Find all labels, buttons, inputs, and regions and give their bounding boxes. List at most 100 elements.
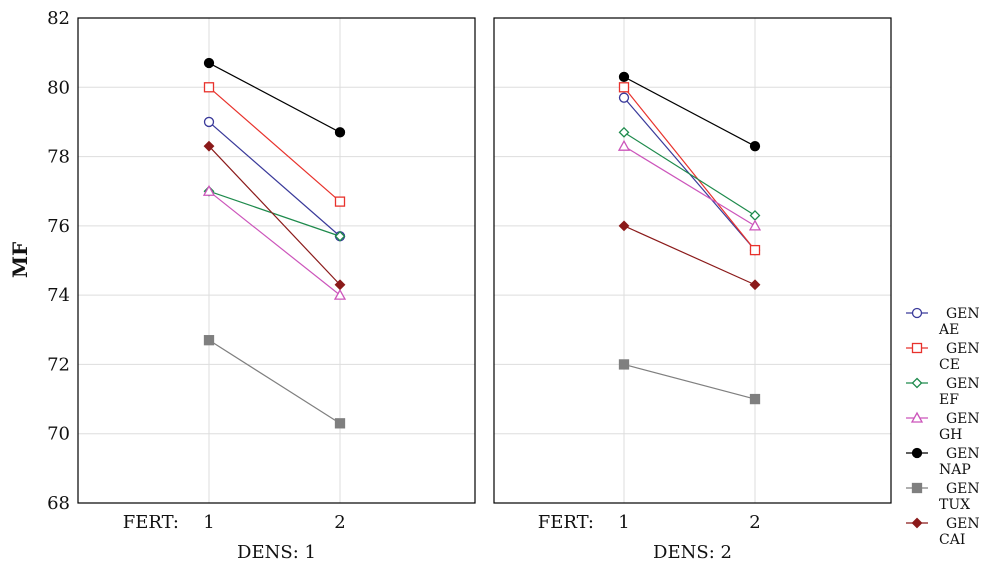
y-tick-label: 76 [47, 216, 70, 237]
series-nap [618, 71, 761, 152]
data-point [203, 335, 215, 346]
series-cai [203, 140, 346, 291]
data-point [749, 141, 761, 152]
y-tick-label: 78 [47, 147, 70, 168]
series-ce [618, 82, 761, 256]
legend-marker [910, 411, 924, 423]
legend-marker [911, 307, 923, 319]
panel-dens-1: 1 2 FERT: DENS: 1 [77, 17, 476, 563]
legend-label-line2: AE [938, 322, 959, 338]
series-line [623, 86, 756, 251]
x-tick-label: 2 [334, 512, 345, 533]
data-point [334, 418, 346, 429]
y-tick-label: 74 [47, 285, 70, 306]
x-tick-label: 1 [203, 512, 214, 533]
x-axis-name: FERT: [123, 512, 179, 533]
chart-panels: 1 2 FERT: DENS: 1 1 2 FERT: DENS: 2 68 70 72 74 76 78… [47, 8, 892, 563]
legend-marker [911, 517, 923, 529]
panel-frame [493, 17, 892, 504]
legend-label-line1: GEN [946, 516, 980, 532]
data-point [749, 210, 761, 221]
legend-marker [911, 342, 923, 354]
legend-label-line2: NAP [939, 462, 971, 478]
series-ef [203, 185, 346, 242]
y-tick-label: 70 [47, 424, 70, 445]
data-point [749, 279, 761, 291]
data-point [618, 82, 630, 93]
legend-label-line1: GEN [946, 376, 980, 392]
y-axis-label: MF [8, 242, 32, 278]
data-point [334, 196, 346, 207]
legend-label-line1: GEN [946, 446, 980, 462]
x-tick-label: 2 [749, 512, 760, 533]
panel-label: DENS: 1 [237, 542, 316, 563]
y-tick-label: 68 [47, 493, 70, 514]
series-line [623, 363, 756, 400]
series-line [623, 76, 756, 147]
data-point [334, 127, 346, 138]
data-point [618, 220, 630, 232]
series-ce [203, 82, 346, 207]
x-axis-name: FERT: [538, 512, 594, 533]
series-gh [202, 184, 347, 300]
data-point [618, 359, 630, 370]
series-line [208, 190, 341, 237]
series-line [208, 86, 341, 203]
legend-marker [911, 377, 923, 389]
data-point [617, 139, 631, 151]
legend-label-line2: CAI [939, 532, 965, 548]
legend-label-line1: GEN [946, 481, 980, 497]
data-point [334, 230, 346, 242]
legend-label-line2: EF [939, 392, 959, 408]
series-line [623, 145, 756, 227]
series-line [208, 190, 341, 296]
y-tick-label: 72 [47, 354, 70, 375]
panel-label: DENS: 2 [653, 542, 732, 563]
legend-label-line2: CE [939, 357, 960, 373]
panel-dens-2: 1 2 FERT: DENS: 2 [493, 17, 892, 563]
y-tick-label: 82 [47, 8, 70, 29]
series-line [208, 62, 341, 133]
series-gh [617, 139, 762, 231]
legend-label-line1: GEN [946, 306, 980, 322]
panel-frame [77, 17, 476, 504]
y-tick-label: 80 [47, 77, 70, 98]
series-line [623, 225, 756, 286]
data-point [202, 184, 216, 196]
data-point [618, 71, 630, 83]
series-ef [618, 126, 761, 221]
legend-label-line1: GEN [946, 341, 980, 357]
series-cai [618, 220, 761, 291]
data-point [333, 288, 347, 300]
series-tux [618, 359, 761, 405]
legend-label-line2: GH [939, 427, 962, 443]
data-point [749, 244, 761, 256]
x-tick-label: 1 [618, 512, 629, 533]
data-point [748, 219, 762, 231]
series-line [208, 145, 341, 286]
legend-marker [911, 482, 923, 494]
series-line [208, 121, 341, 237]
legend-label-line2: TUX [939, 497, 970, 513]
data-point [749, 393, 761, 405]
series-nap [203, 57, 346, 138]
data-point [203, 57, 215, 69]
data-point [334, 279, 346, 291]
series-tux [203, 335, 346, 429]
series-ae [203, 116, 346, 242]
data-point [203, 82, 215, 93]
series-line [208, 339, 341, 424]
series-line [623, 131, 756, 216]
data-point [618, 126, 630, 138]
data-point [203, 116, 215, 128]
data-point [618, 92, 630, 103]
